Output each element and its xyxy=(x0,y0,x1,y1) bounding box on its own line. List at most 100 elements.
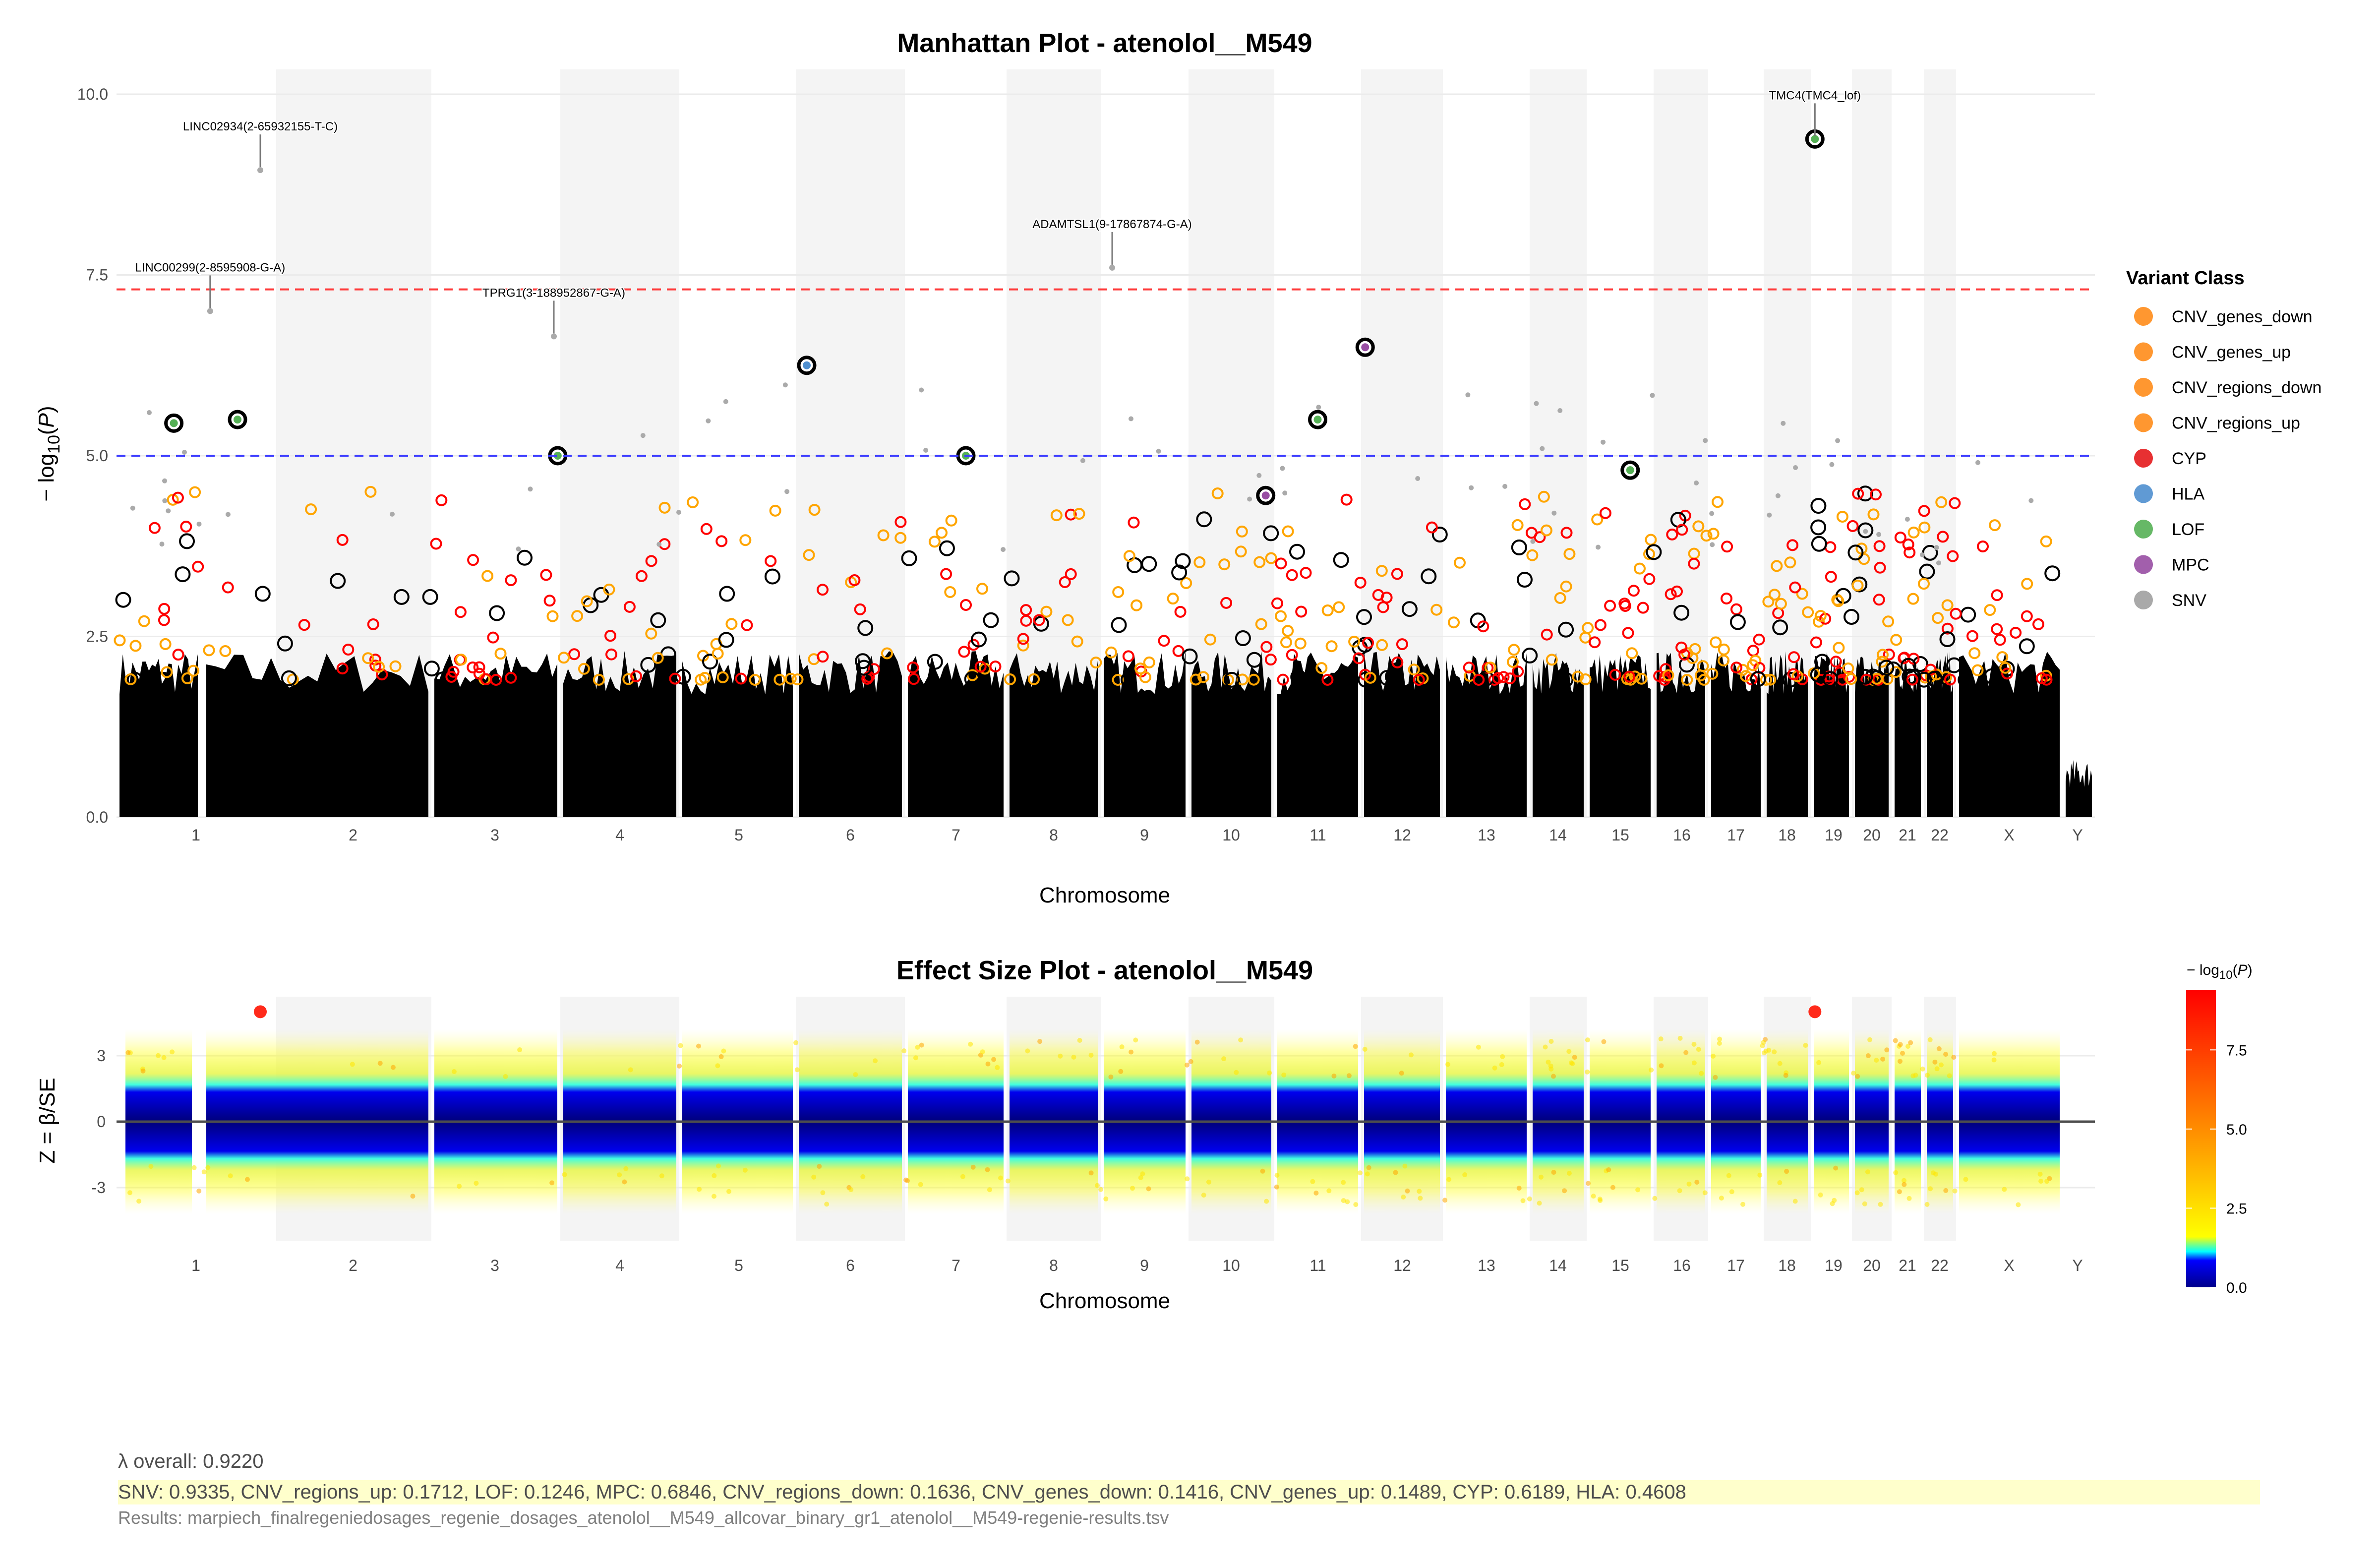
snv-point xyxy=(1975,460,1980,465)
variant-point xyxy=(1380,592,1393,604)
snv-point xyxy=(1502,483,1508,489)
variant-point xyxy=(1902,539,1914,550)
variant-point xyxy=(725,618,738,630)
z-density-strips xyxy=(117,1029,2095,1214)
z-point xyxy=(1816,1060,1822,1065)
x-tick-label-20: 20 xyxy=(1863,826,1881,844)
variant-point xyxy=(658,501,671,514)
z-point xyxy=(1402,1163,1408,1169)
x-tick-label-16: 16 xyxy=(1673,1257,1691,1274)
x-tick-label-22: 22 xyxy=(1931,1257,1949,1274)
z-point xyxy=(991,1057,997,1062)
z-point xyxy=(1537,1201,1542,1206)
variant-point xyxy=(158,614,170,626)
variant-point xyxy=(1028,673,1040,685)
variant-point xyxy=(161,666,173,678)
snv-point xyxy=(1557,408,1563,413)
variant-point xyxy=(764,568,780,585)
snv-density-2 xyxy=(206,654,428,817)
variant-point xyxy=(1430,603,1443,616)
z-point xyxy=(1585,1069,1590,1075)
z-point xyxy=(1358,1170,1363,1176)
snv-point xyxy=(1793,465,1798,470)
snv-density-14 xyxy=(1533,653,1584,817)
variant-point xyxy=(1958,671,1974,688)
z-point xyxy=(726,1189,731,1194)
variant-point xyxy=(1071,635,1083,648)
z-point xyxy=(1353,1202,1359,1207)
z-point xyxy=(1341,1198,1346,1203)
variant-point xyxy=(1845,673,1857,685)
snv-point xyxy=(919,387,924,393)
variant-point xyxy=(1512,665,1524,678)
z-point xyxy=(1188,1059,1193,1064)
z-point xyxy=(1777,1061,1783,1066)
variant-point xyxy=(1511,519,1524,531)
snv-density-X xyxy=(1959,652,2060,817)
variant-point xyxy=(1540,524,1552,537)
variant-point xyxy=(1786,539,1799,551)
variant-point xyxy=(1020,614,1032,627)
variant-point xyxy=(1918,521,1931,534)
z-point xyxy=(228,1173,233,1179)
z-point xyxy=(1936,1046,1942,1051)
snv-point xyxy=(225,512,231,517)
snv-point xyxy=(166,508,171,514)
variant-point xyxy=(1688,557,1700,570)
z-point xyxy=(1719,1196,1724,1201)
z-point xyxy=(1893,1038,1898,1043)
highlighted-point-lof xyxy=(234,416,241,424)
variant-point xyxy=(175,566,191,583)
variant-point xyxy=(1907,526,1920,539)
variant-point xyxy=(1139,671,1151,683)
variant-point xyxy=(1286,649,1298,661)
variant-point xyxy=(1739,670,1752,682)
z-point xyxy=(1539,1174,1544,1180)
variant-point xyxy=(1522,648,1538,663)
z-point xyxy=(697,1187,702,1192)
variant-point xyxy=(1492,672,1504,684)
z-point xyxy=(1331,1074,1337,1079)
variant-point xyxy=(1941,599,1954,611)
z-point xyxy=(1146,1186,1151,1192)
z-point xyxy=(1757,1172,1763,1178)
z-point xyxy=(1353,1044,1358,1049)
variant-point xyxy=(367,618,379,630)
variant-point xyxy=(455,654,467,666)
variant-point xyxy=(364,485,377,498)
z-point xyxy=(901,1048,907,1054)
variant-point xyxy=(817,584,829,596)
snv-density-15 xyxy=(1590,654,1651,817)
z-point xyxy=(1851,1071,1856,1076)
variant-point xyxy=(517,549,533,566)
z-point xyxy=(1281,1072,1287,1078)
z-point xyxy=(244,1177,250,1182)
z-point xyxy=(1691,1060,1697,1066)
manhattan-plot: Manhattan Plot - atenolol__M549 LINC0293… xyxy=(34,28,2095,907)
variant-point xyxy=(687,496,699,508)
variant-point xyxy=(1918,505,1930,517)
z-point xyxy=(1610,1185,1615,1190)
variant-point xyxy=(1626,647,1638,660)
variant-point xyxy=(749,674,761,686)
variant-point xyxy=(281,670,297,686)
x-tick-label-14: 14 xyxy=(1549,826,1567,844)
z-point xyxy=(1442,1198,1448,1203)
z-point xyxy=(1345,1199,1350,1204)
x-tick-label-15: 15 xyxy=(1611,1257,1629,1274)
variant-point xyxy=(1340,493,1353,506)
colorbar-tick-label: 2.5 xyxy=(2226,1201,2247,1217)
z-point xyxy=(1818,1192,1823,1198)
variant-point xyxy=(1379,670,1395,686)
snv-point xyxy=(1129,416,1133,421)
variant-point xyxy=(1017,633,1029,645)
z-point xyxy=(517,1047,523,1052)
x-tick-label-10: 10 xyxy=(1222,1257,1240,1274)
variant-point xyxy=(1560,527,1573,539)
legend-label-mpc: MPC xyxy=(2172,556,2209,575)
variant-point xyxy=(944,586,956,598)
z-point xyxy=(1409,1052,1414,1058)
variant-point xyxy=(1224,671,1240,688)
snv-density-Y xyxy=(2066,760,2092,817)
z-point xyxy=(2038,1179,2044,1184)
